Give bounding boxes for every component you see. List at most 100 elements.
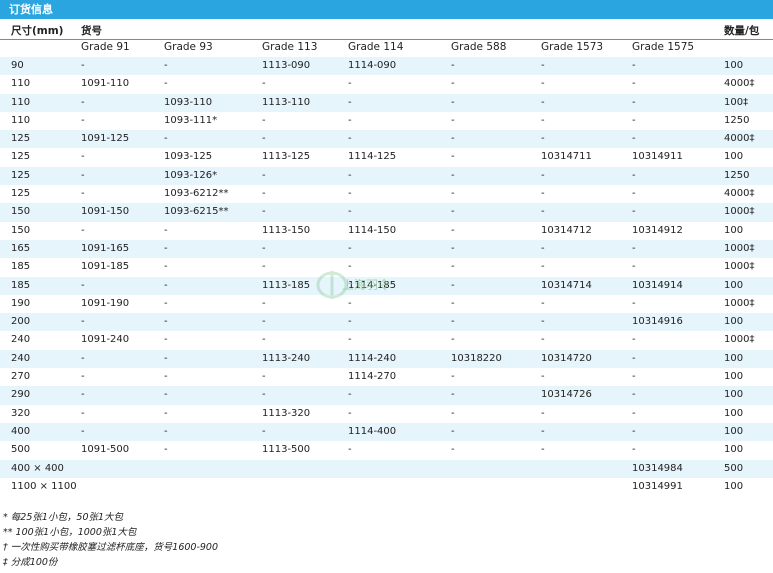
table-cell: 10314712 [541,224,592,236]
order-table-body: 90 - - 1113-090 1114-090 - - - 100 110 1091-110 - - -… [0,57,773,496]
table-cell: - [81,151,85,163]
table-cell: 1093-111* [164,114,218,126]
table-cell: 110 [11,78,31,90]
table-cell: 500 [11,444,31,456]
table-cell: - [348,242,352,254]
table-cell: - [541,78,545,90]
table-cell: 10314914 [632,279,683,291]
table-cell: - [164,371,168,383]
table-cell: 1000‡ [724,206,755,218]
quantity-header: 数量/包 [724,25,760,37]
table-cell: 1114-150 [348,224,397,236]
table-cell: 1091-165 [81,242,130,254]
table-cell: - [348,96,352,108]
table-cell: 240 [11,334,31,346]
table-cell: 100 [724,425,744,437]
table-cell: - [632,352,636,364]
table-cell: - [348,114,352,126]
table-row: 290 - - - - - 10314726 - 100 [0,386,773,405]
table-cell: - [632,206,636,218]
table-cell: - [451,60,455,71]
table-row: 185 1091-185 - - - - - - 1000‡ [0,258,773,276]
table-cell: 1000‡ [724,261,755,273]
table-cell: - [541,133,545,145]
table-cell: - [451,188,455,200]
table-cell: - [451,389,455,401]
table-cell: 10314984 [632,462,683,474]
table-cell: 1113-110 [262,96,311,108]
table-cell: 100 [724,279,744,291]
grade-header-row: Grade 91 Grade 93 Grade 113 Grade 114 Gr… [0,39,773,58]
table-cell: 100 [724,151,744,163]
table-cell: - [632,114,636,126]
table-cell: 320 [11,407,31,419]
grade-header: Grade 1575 [632,41,695,53]
table-cell: 290 [11,389,31,401]
table-cell: - [164,224,168,236]
table-cell: 500 [724,462,744,474]
table-row: 200 - - - - - - 10314916 100 [0,313,773,332]
table-cell: - [348,133,352,145]
table-cell: 10314726 [541,389,592,401]
table-cell: 10314912 [632,224,683,236]
table-cell: - [451,261,455,273]
table-cell: 125 [11,133,31,145]
table-cell: - [451,151,455,163]
table-cell: 1091-190 [81,297,130,309]
table-row: 185 - - 1113-185 1114-185 - 10314714 10314914 10… [0,276,773,295]
table-cell: 165 [11,242,31,254]
table-cell: - [348,169,352,181]
table-row: 150 - - 1113-150 1114-150 - 10314712 10314912 10… [0,222,773,240]
table-cell: 1000‡ [724,334,755,346]
table-cell: - [541,297,545,309]
table-cell: 400 [11,425,31,437]
table-cell: - [262,133,266,145]
table-cell: - [632,389,636,401]
table-cell: - [81,96,85,108]
table-cell: - [262,371,266,383]
table-cell: 1091-125 [81,133,130,145]
table-cell: 100 [724,389,744,401]
table-cell: - [262,206,266,218]
table-cell: - [348,389,352,401]
table-cell: - [632,133,636,145]
table-cell: - [81,169,85,181]
table-row: 320 - - 1113-320 - - - - 100 [0,405,773,423]
table-cell: - [632,297,636,309]
table-cell: - [632,444,636,456]
table-cell: - [451,224,455,236]
footnotes: * 每25张1小包，50张1大包 ** 100张1小包，1000张1大包 † 一… [3,510,218,570]
table-cell: - [81,371,85,383]
table-cell: - [164,444,168,456]
table-row: 110 1091-110 - - - - - - 4000‡ [0,75,773,93]
table-cell: - [632,334,636,346]
table-cell: 100 [724,480,744,492]
table-cell: 1093-126* [164,169,218,181]
table-cell: 10314916 [632,316,683,328]
footnote: ‡ 分成100份 [3,557,58,568]
table-cell: 100 [724,352,744,364]
table-cell: - [541,371,545,383]
table-cell: 10314720 [541,352,592,364]
table-cell: - [348,334,352,346]
table-cell: - [262,334,266,346]
table-row: 125 - 1093-125 1113-125 1114-125 - 10314711 103… [0,148,773,166]
table-cell: - [451,279,455,291]
table-cell: - [632,169,636,181]
table-cell: - [451,407,455,419]
table-cell: - [81,352,85,364]
table-cell: - [262,261,266,273]
table-cell: - [262,188,266,200]
table-row: 400 - - - 1114-400 - - - 100 [0,422,773,442]
table-cell: 1114-125 [348,151,397,163]
table-cell: - [348,261,352,273]
table-cell: - [632,242,636,254]
grade-header: Grade 114 [348,41,404,53]
table-cell: - [451,371,455,383]
table-cell: - [164,316,168,328]
table-cell: 100 [724,60,744,71]
table-cell: - [81,425,85,437]
table-cell: 100 [724,444,744,456]
table-cell: 1113-500 [262,444,311,456]
table-cell: - [451,169,455,181]
